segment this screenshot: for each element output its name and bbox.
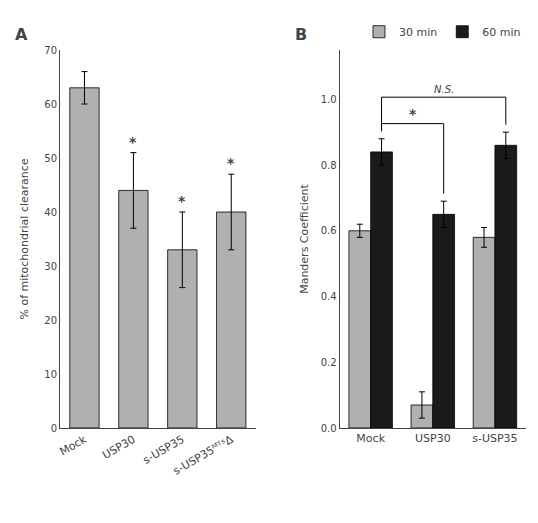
svg-text:*: * [129, 134, 137, 150]
svg-text:0: 0 [51, 423, 57, 434]
svg-text:USP30: USP30 [100, 433, 137, 462]
svg-text:60: 60 [44, 99, 57, 110]
svg-text:s-USP35: s-USP35 [472, 432, 517, 445]
svg-text:0.0: 0.0 [321, 423, 337, 434]
svg-text:N.S.: N.S. [434, 84, 454, 95]
svg-text:1.0: 1.0 [321, 94, 337, 105]
svg-text:0.6: 0.6 [321, 225, 337, 236]
svg-text:70: 70 [44, 45, 57, 56]
svg-text:A: A [15, 25, 28, 44]
svg-text:B: B [295, 25, 307, 44]
svg-text:Mock: Mock [57, 432, 89, 458]
svg-text:s-USP35: s-USP35 [141, 433, 187, 467]
svg-text:40: 40 [44, 207, 57, 218]
svg-text:Mock: Mock [356, 432, 385, 445]
svg-text:*: * [178, 193, 186, 209]
svg-text:10: 10 [44, 369, 57, 380]
svg-text:% of mitochondrial clearance: % of mitochondrial clearance [18, 158, 31, 319]
svg-text:*: * [409, 106, 417, 122]
svg-text:s-USP35ᴹᵀˢΔ: s-USP35ᴹᵀˢΔ [171, 433, 236, 478]
svg-text:20: 20 [44, 315, 57, 326]
svg-text:50: 50 [44, 153, 57, 164]
svg-text:0.8: 0.8 [321, 160, 337, 171]
svg-text:60 min: 60 min [482, 26, 520, 39]
svg-text:30: 30 [44, 261, 57, 272]
svg-text:Manders Coefficient: Manders Coefficient [298, 183, 311, 293]
svg-text:0.2: 0.2 [321, 357, 337, 368]
svg-text:USP30: USP30 [415, 432, 451, 445]
svg-text:0.4: 0.4 [321, 291, 337, 302]
svg-text:*: * [227, 155, 235, 171]
svg-text:30 min: 30 min [399, 26, 437, 39]
